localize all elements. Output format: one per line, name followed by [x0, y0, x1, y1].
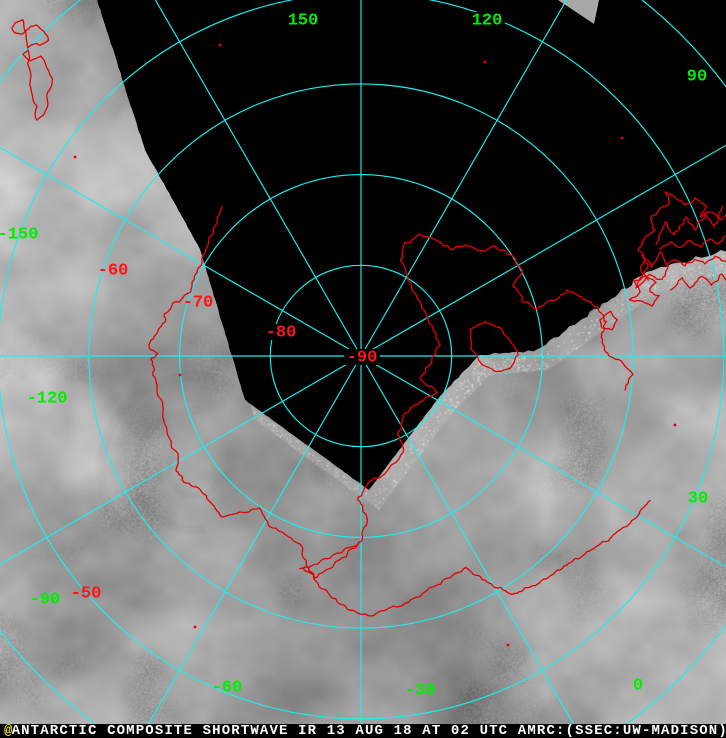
svg-text:-80: -80 [266, 323, 297, 342]
svg-text:30: 30 [688, 489, 708, 508]
svg-text:150: 150 [288, 11, 319, 30]
svg-text:-50: -50 [71, 584, 102, 603]
svg-text:-60: -60 [212, 678, 243, 697]
svg-text:0: 0 [633, 676, 643, 695]
svg-text:-60: -60 [98, 261, 129, 280]
svg-text:-120: -120 [27, 389, 68, 408]
svg-text:90: 90 [687, 67, 707, 86]
svg-text:-90: -90 [30, 590, 61, 609]
svg-text:-70: -70 [183, 293, 214, 312]
svg-text:-30: -30 [405, 681, 436, 700]
svg-text:120: 120 [472, 11, 503, 30]
svg-text:-90: -90 [347, 348, 378, 367]
svg-text:-150: -150 [0, 225, 38, 244]
